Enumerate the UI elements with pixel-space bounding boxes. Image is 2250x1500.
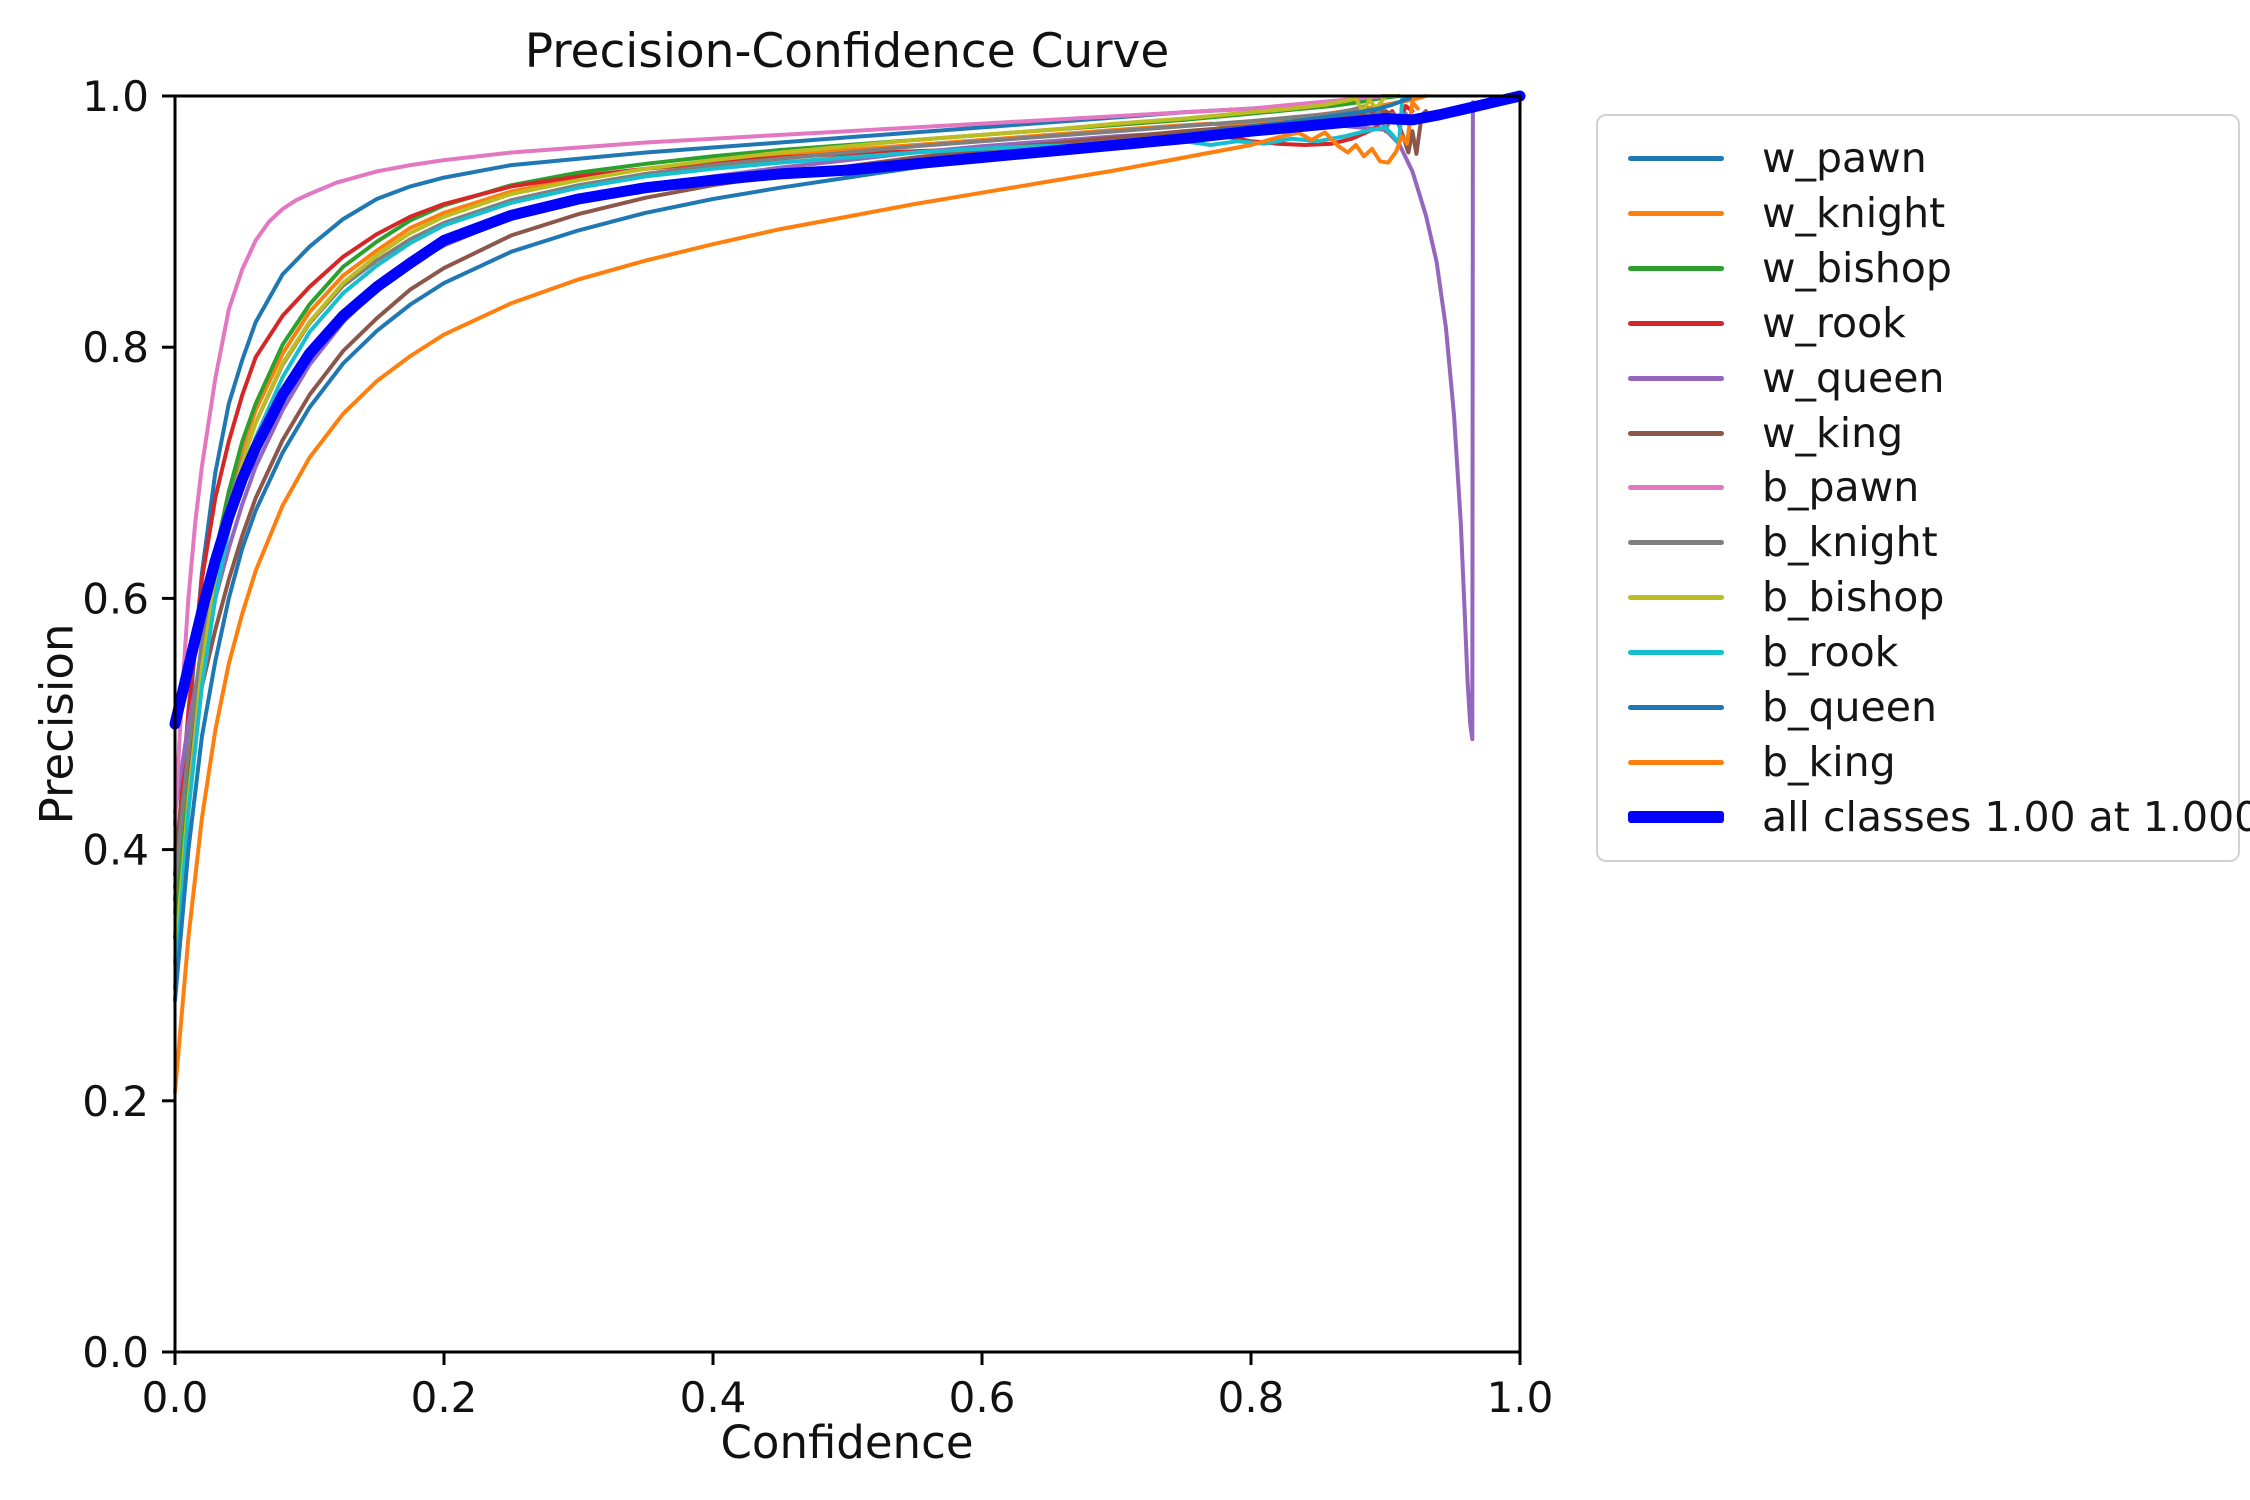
- chart-title: Precision-Confidence Curve: [524, 24, 1170, 79]
- x-tick-label: 0.2: [411, 1373, 478, 1422]
- legend-swatch-w_knight: [1628, 210, 1724, 216]
- legend-item-b_queen: b_queen: [1628, 687, 2228, 728]
- legend-item-b_knight: b_knight: [1628, 522, 2228, 563]
- legend-item-w_queen: w_queen: [1628, 353, 2228, 402]
- legend-item-w_king: w_king: [1628, 408, 2228, 457]
- curve-w_rook: [173, 104, 1415, 877]
- legend-item-b_bishop: b_bishop: [1628, 577, 2228, 618]
- legend-label-b_bishop: b_bishop: [1762, 573, 1945, 622]
- x-tick-label: 0.0: [142, 1373, 209, 1422]
- curve-w_knight: [173, 94, 1428, 915]
- legend: w_pawn w_knight w_bishop w_rook w_queen w_kin…: [1596, 114, 2250, 862]
- legend-label-b_rook: b_rook: [1762, 628, 1899, 677]
- legend-swatch-b_knight: [1628, 540, 1724, 546]
- x-tick-label: 1.0: [1487, 1373, 1554, 1422]
- legend-item-w_rook: w_rook: [1628, 298, 2228, 347]
- legend-label-b_pawn: b_pawn: [1762, 463, 1920, 512]
- legend-swatch-w_rook: [1628, 320, 1724, 326]
- curve-w_queen: [173, 100, 1475, 814]
- y-tick-label: 0.8: [82, 323, 149, 372]
- legend-item-w_bishop: w_bishop: [1628, 243, 2228, 292]
- legend-swatch-b_king: [1628, 760, 1724, 766]
- legend-label-b_knight: b_knight: [1762, 518, 1938, 567]
- legend-label-w_pawn: w_pawn: [1762, 133, 1927, 182]
- legend-swatch-w_pawn: [1628, 155, 1724, 161]
- curve-b_queen: [173, 96, 1412, 1003]
- legend-label-w_knight: w_knight: [1762, 188, 1946, 237]
- legend-item-b_king: b_king: [1628, 742, 2228, 783]
- y-tick-label: 0.6: [82, 574, 149, 623]
- legend-swatch-w_queen: [1628, 375, 1724, 381]
- curve-b_rook: [173, 95, 1412, 990]
- curve-w_king: [173, 109, 1428, 852]
- legend-swatch-b_rook: [1628, 650, 1724, 656]
- curve-w_pawn: [173, 94, 1388, 902]
- y-axis-label: Precision: [30, 623, 84, 825]
- x-tick-label: 0.6: [949, 1373, 1016, 1422]
- legend-swatch-all-classes: [1628, 811, 1724, 824]
- legend-label-w_king: w_king: [1762, 408, 1904, 457]
- axes-spines: [173, 94, 1522, 1354]
- legend-label-w_bishop: w_bishop: [1762, 243, 1952, 292]
- legend-swatch-w_bishop: [1628, 265, 1724, 271]
- legend-swatch-b_pawn: [1628, 485, 1724, 491]
- legend-swatch-b_bishop: [1628, 595, 1724, 601]
- legend-label-b_queen: b_queen: [1762, 683, 1937, 732]
- y-tick-label: 1.0: [82, 72, 149, 121]
- y-tick-label: 0.4: [82, 826, 149, 875]
- legend-swatch-w_king: [1628, 430, 1724, 436]
- legend-item-b_pawn: b_pawn: [1628, 467, 2228, 508]
- x-axis-label: Confidence: [720, 1416, 974, 1469]
- legend-item-all-classes: all classes 1.00 at 1.000: [1628, 796, 2250, 838]
- legend-label-w_rook: w_rook: [1762, 298, 1906, 347]
- legend-label-b_king: b_king: [1762, 738, 1896, 787]
- curve-b_knight: [173, 104, 1408, 890]
- legend-swatch-b_queen: [1628, 705, 1724, 711]
- curve-b_bishop: [173, 94, 1399, 965]
- legend-item-w_pawn: w_pawn: [1628, 133, 2228, 182]
- x-tick-label: 0.4: [680, 1373, 747, 1422]
- legend-item-b_rook: b_rook: [1628, 632, 2228, 673]
- legend-label-w_queen: w_queen: [1762, 353, 1945, 402]
- legend-label-all-classes: all classes 1.00 at 1.000: [1762, 792, 2250, 841]
- curve-b_pawn: [173, 94, 1388, 827]
- y-tick-label: 0.0: [82, 1328, 149, 1377]
- curve-all-classes: [169, 90, 1526, 730]
- legend-item-w_knight: w_knight: [1628, 188, 2228, 237]
- curve-w_bishop: [173, 94, 1401, 940]
- x-tick-label: 0.8: [1218, 1373, 1285, 1422]
- curve-b_king: [173, 100, 1420, 1094]
- y-tick-label: 0.2: [82, 1077, 149, 1126]
